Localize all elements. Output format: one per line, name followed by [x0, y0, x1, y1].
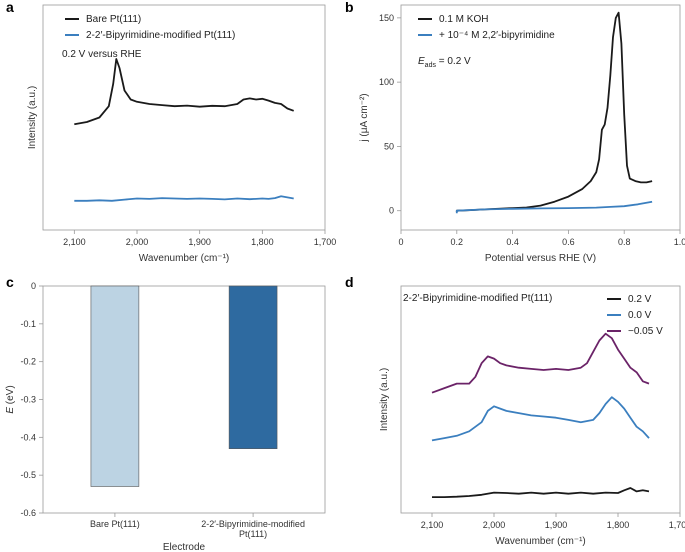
y-tick-label: 0	[31, 281, 36, 291]
x-tick-label: 2,100	[421, 520, 444, 530]
bar-0	[90, 285, 140, 487]
annotation-subscript: ads	[425, 62, 437, 69]
y-axis-unit: (eV)	[5, 385, 16, 407]
x-tick-label: 0	[398, 237, 403, 247]
panel-letter: a	[6, 0, 14, 15]
plot-frame	[42, 4, 326, 231]
category-label: 2-2′-Bipyrimidine-modified	[201, 519, 305, 529]
y-axis-label: Intensity (a.u.)	[379, 368, 390, 431]
annotation-rest: = 0.2 V	[436, 56, 471, 67]
legend-label-1: + 10⁻⁴ M 2,2′-bipyrimidine	[439, 30, 555, 41]
x-tick-label: 1,700	[314, 237, 337, 247]
series-line-2	[431, 332, 650, 394]
y-tick-label: 50	[384, 141, 394, 151]
y-tick-label: 100	[379, 77, 394, 87]
series-line-0	[432, 487, 650, 498]
y-axis-symbol: E	[5, 407, 16, 414]
y-tick-label: 150	[379, 13, 394, 23]
legend-label-2: −0.05 V	[628, 326, 663, 337]
x-tick-label: 0.8	[618, 237, 631, 247]
x-tick-label: 1,900	[188, 237, 211, 247]
legend-label-1: 2-2′-Bipyrimidine-modified Pt(111)	[86, 30, 235, 41]
legend-label-0: 0.2 V	[628, 294, 652, 305]
legend-label-1: 0.0 V	[628, 310, 652, 321]
x-tick-label: 1,900	[545, 520, 568, 530]
y-tick-label: -0.5	[20, 470, 36, 480]
plot-frame	[42, 285, 326, 514]
y-tick-label: -0.2	[20, 357, 36, 367]
x-tick-label: 1.0	[674, 237, 685, 247]
series-line-1	[431, 396, 650, 442]
legend-label-0: Bare Pt(111)	[86, 14, 141, 25]
x-tick-label: 1,800	[607, 520, 630, 530]
x-axis-label: Wavenumber (cm⁻¹)	[139, 253, 229, 264]
annotation-symbol: E	[418, 56, 425, 67]
legend-label-0: 0.1 M KOH	[439, 14, 488, 25]
x-tick-label: 1,800	[251, 237, 274, 247]
y-tick-label: -0.4	[20, 432, 36, 442]
y-tick-label: -0.6	[20, 508, 36, 518]
x-tick-label: 2,000	[483, 520, 506, 530]
x-tick-label: 0.2	[451, 237, 464, 247]
y-tick-label: -0.1	[20, 319, 36, 329]
panel-letter: b	[345, 0, 354, 15]
y-axis-label: Intensity (a.u.)	[27, 86, 38, 149]
bar-1	[228, 285, 278, 449]
x-tick-label: 0.6	[562, 237, 575, 247]
x-axis-label: Electrode	[163, 542, 206, 552]
x-axis-label: Wavenumber (cm⁻¹)	[495, 536, 585, 547]
series-line-1	[74, 195, 294, 202]
panel-c: c 0 -0.1 -0.2 -0.3 -0.4 -0.5 -0.6 Bare Pt(111) 2-…	[5, 274, 326, 552]
x-tick-label: 1,700	[669, 520, 685, 530]
x-tick-label: 2,000	[126, 237, 149, 247]
panel-b: b 0 0.2 0.4 0.6 0.8 1.0 0 50 100 150 Potential vers…	[345, 0, 685, 264]
x-axis-label: Potential versus RHE (V)	[485, 253, 596, 264]
panel-letter: c	[6, 274, 14, 290]
category-label: Pt(111)	[239, 529, 267, 539]
y-axis-label: E (eV)	[5, 385, 16, 413]
y-axis-label: j (μA cm⁻²)	[359, 93, 370, 142]
y-tick-label: 0	[389, 206, 394, 216]
series-line-1	[455, 200, 653, 214]
panel-a: a 2,100 2,000 1,900 1,800 1,700 Wavenumber (cm…	[6, 0, 336, 264]
category-label: Bare Pt(111)	[90, 519, 140, 529]
annotation: 2-2′-Bipyrimidine-modified Pt(111)	[403, 293, 552, 304]
x-tick-label: 2,100	[63, 237, 86, 247]
x-tick-label: 0.4	[506, 237, 519, 247]
panel-d: d 2,100 2,000 1,900 1,800 1,700 Wavenumber (cm…	[345, 274, 685, 547]
y-tick-label: -0.3	[20, 395, 36, 405]
plot-frame	[400, 4, 681, 231]
plot-frame	[400, 285, 681, 514]
series-line-0	[455, 11, 653, 212]
annotation: 0.2 V versus RHE	[62, 49, 142, 60]
panel-letter: d	[345, 274, 354, 290]
annotation: Eads = 0.2 V	[418, 56, 471, 69]
series-line-0	[74, 58, 295, 126]
